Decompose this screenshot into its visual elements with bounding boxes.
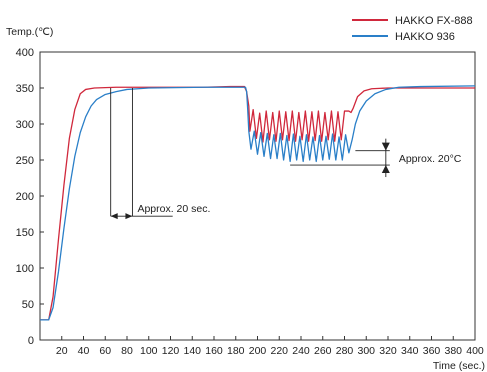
y-tick-label: 350: [16, 83, 34, 95]
y-tick-label: 0: [28, 335, 34, 347]
x-tick-label: 380: [444, 345, 462, 357]
y-tick-label: 300: [16, 119, 34, 131]
axis-ticks: 0 50 100 150 200 250 300 350 400 20 40 60 80 100 120 14…: [16, 47, 484, 357]
y-tick-label: 50: [22, 299, 34, 311]
x-tick-label: 80: [121, 345, 133, 357]
x-axis-label: Time (sec.): [433, 360, 485, 372]
x-tick-label: 220: [270, 345, 288, 357]
legend: HAKKO FX-888 HAKKO 936: [352, 15, 473, 43]
y-axis-label: Temp.(℃): [6, 26, 53, 38]
x-tick-label: 140: [183, 345, 201, 357]
legend-label-fx888: HAKKO FX-888: [395, 15, 473, 27]
time-arrow-right: [125, 213, 133, 220]
x-tick-label: 20: [56, 345, 68, 357]
x-tick-label: 340: [401, 345, 419, 357]
y-tick-label: 250: [16, 155, 34, 167]
x-tick-label: 180: [227, 345, 245, 357]
x-tick-label: 60: [99, 345, 111, 357]
y-tick-label: 150: [16, 227, 34, 239]
series-line-1: [40, 85, 476, 321]
x-tick-label: 400: [466, 345, 484, 357]
y-tick-label: 100: [16, 263, 34, 275]
x-tick-label: 40: [78, 345, 90, 357]
x-tick-label: 240: [292, 345, 310, 357]
time-arrow-left: [110, 213, 118, 220]
x-tick-label: 320: [379, 345, 397, 357]
temp-arrow-bottom: [381, 165, 390, 174]
x-tick-label: 160: [205, 345, 223, 357]
x-tick-label: 280: [336, 345, 354, 357]
annotations: Approx. 20 sec. Approx. 20°C: [110, 88, 462, 220]
annotation-temp-label: Approx. 20°C: [399, 153, 462, 165]
y-tick-label: 200: [16, 191, 34, 203]
x-tick-label: 260: [314, 345, 332, 357]
legend-label-936: HAKKO 936: [395, 31, 455, 43]
series-lines: [40, 85, 476, 321]
y-tick-label: 400: [16, 47, 34, 59]
x-tick-label: 120: [162, 345, 180, 357]
x-tick-label: 200: [249, 345, 267, 357]
x-tick-label: 300: [357, 345, 375, 357]
temp-arrow-top: [381, 142, 390, 151]
annotation-time-label: Approx. 20 sec.: [137, 203, 210, 215]
series-line-0: [40, 85, 475, 321]
x-tick-label: 360: [423, 345, 441, 357]
x-tick-label: 100: [140, 345, 158, 357]
